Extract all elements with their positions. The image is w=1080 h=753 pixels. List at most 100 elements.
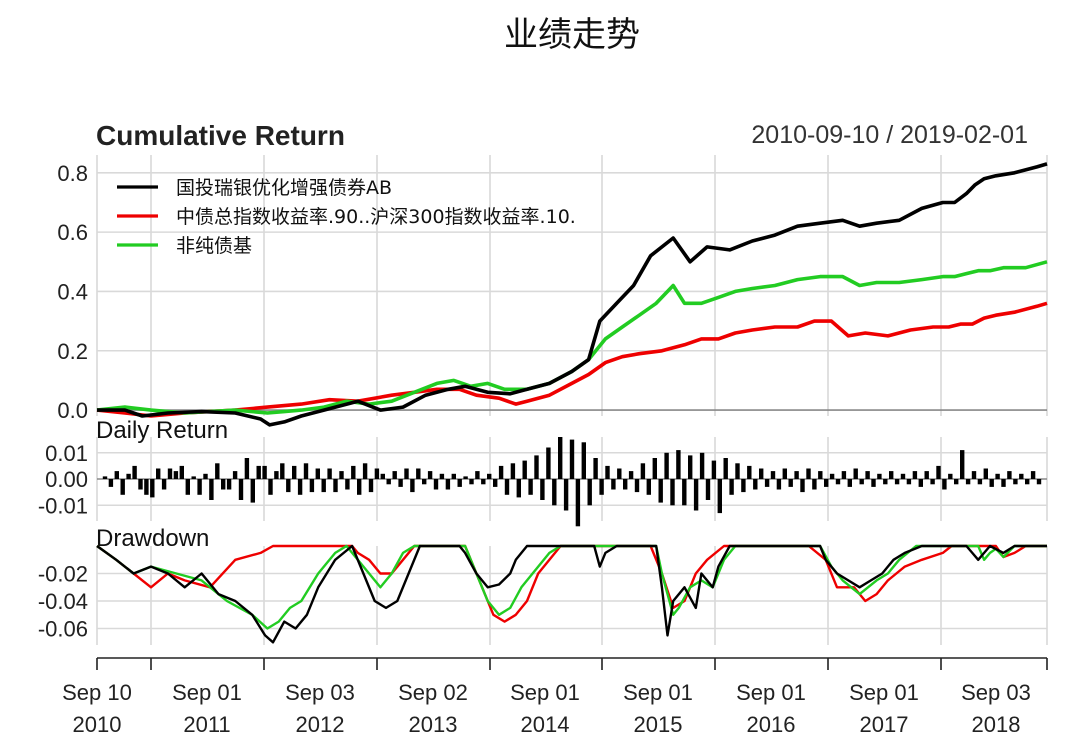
- daily-return-bar: [617, 468, 622, 479]
- x-tick-label: Sep 03: [961, 680, 1031, 705]
- daily-return-bar: [522, 460, 527, 479]
- y-tick-label: -0.04: [38, 589, 88, 614]
- daily-return-bar: [221, 479, 226, 490]
- daily-return-bar: [859, 479, 864, 485]
- daily-return-bar: [776, 479, 782, 490]
- daily-return-bar: [623, 479, 628, 490]
- drawdown-series-line: [96, 544, 1047, 644]
- x-tick-label-year: 2010: [73, 712, 122, 737]
- daily-return-bar: [445, 479, 451, 490]
- daily-return-bar: [877, 473, 882, 480]
- drawdown-panel-title: Drawdown: [96, 525, 209, 552]
- daily-return-bar: [759, 468, 764, 479]
- cumulative-series-line: [97, 162, 1048, 427]
- date-range-label: 2010-09-10 / 2019-02-01: [751, 121, 1028, 149]
- daily-return-bar: [463, 476, 468, 479]
- daily-return-bar: [132, 465, 137, 479]
- daily-return-bar: [215, 463, 220, 480]
- daily-return-bar: [528, 479, 533, 495]
- daily-return-bar: [422, 479, 427, 485]
- legend-label: 国投瑞银优化增强债券AB: [176, 177, 392, 199]
- daily-return-bar: [912, 471, 918, 479]
- daily-return-bar: [167, 468, 173, 479]
- daily-return-bar: [534, 455, 539, 479]
- daily-return-bar: [989, 479, 994, 487]
- cumulative-series-line: [96, 301, 1048, 418]
- daily-return-bar: [481, 479, 486, 485]
- daily-return-bar: [256, 465, 261, 479]
- daily-return-bar: [865, 471, 870, 479]
- daily-return-bar: [977, 479, 983, 485]
- daily-return-bar: [640, 463, 646, 480]
- daily-return-bar: [439, 473, 445, 480]
- daily-return-bar: [292, 465, 297, 479]
- daily-return-bar: [516, 479, 521, 498]
- daily-return-bar: [226, 479, 232, 490]
- daily-return-bar: [144, 479, 149, 495]
- daily-return-bar: [948, 473, 953, 480]
- daily-return-bar: [546, 447, 551, 479]
- daily-return-bar: [835, 479, 841, 485]
- daily-return-bar: [658, 479, 663, 503]
- daily-return-bar: [268, 479, 273, 495]
- x-tick-label-year: 2015: [634, 712, 683, 737]
- daily-return-bar: [764, 479, 770, 487]
- daily-return-bar: [197, 479, 202, 495]
- daily-return-bar: [818, 471, 823, 479]
- daily-return-bar: [558, 437, 563, 479]
- daily-return-bar: [232, 471, 238, 479]
- daily-return-bar: [510, 463, 516, 480]
- y-tick-label: 0.00: [45, 467, 88, 492]
- daily-return-bar: [628, 471, 634, 479]
- x-tick-label-year: 2017: [860, 712, 909, 737]
- daily-return-bar: [841, 471, 847, 479]
- daily-return-bar: [924, 471, 929, 479]
- daily-return-bar: [693, 479, 699, 511]
- daily-return-bar: [605, 465, 610, 479]
- daily-return-bar: [374, 468, 380, 479]
- daily-return-bar: [120, 479, 125, 495]
- x-tick-label: Sep 01: [736, 680, 806, 705]
- daily-return-bar: [138, 479, 143, 490]
- daily-return-bar: [380, 473, 385, 480]
- daily-return-bar: [794, 471, 799, 479]
- drawdown-series-line: [96, 544, 1047, 630]
- y-tick-label: -0.06: [38, 617, 88, 642]
- y-tick-label: 0.01: [45, 441, 88, 466]
- daily-return-bar: [345, 479, 350, 490]
- x-tick-label-year: 2011: [183, 712, 230, 737]
- daily-return-bar: [983, 468, 988, 479]
- daily-return-bar: [114, 471, 119, 479]
- x-tick-label-year: 2012: [296, 712, 345, 737]
- daily-return-bar: [362, 463, 368, 480]
- daily-return-bar: [717, 479, 722, 514]
- daily-return-bar: [954, 479, 959, 485]
- daily-return-bar: [108, 479, 114, 487]
- x-tick-label: Sep 01: [849, 680, 919, 705]
- daily-return-bar: [995, 473, 1000, 480]
- daily-return-bar: [664, 452, 669, 480]
- daily-return-bar: [315, 468, 320, 479]
- daily-return-bar: [611, 479, 616, 490]
- daily-return-bar: [965, 479, 971, 485]
- daily-return-bar: [433, 479, 439, 490]
- daily-return-bar: [286, 479, 291, 493]
- daily-return-bar: [587, 479, 592, 506]
- daily-return-bar: [1036, 479, 1042, 485]
- daily-return-bar: [829, 473, 835, 480]
- daily-return-bar: [824, 479, 829, 487]
- daily-return-bar: [800, 479, 805, 493]
- y-tick-label: 0.4: [57, 279, 88, 304]
- daily-return-bar: [894, 479, 900, 485]
- daily-return-bar: [303, 463, 309, 480]
- daily-return-bar: [599, 479, 604, 495]
- daily-return-bar: [250, 479, 255, 503]
- daily-return-bar: [333, 479, 338, 493]
- daily-return-bar: [410, 479, 415, 493]
- daily-return-bar: [770, 471, 776, 479]
- axes-layer: 0.0 0.2 0.4 0.6 0.8 0.010.00-0.01 -0.02-0.04 -0…: [38, 161, 1048, 737]
- daily-return-bar: [741, 479, 746, 493]
- daily-return-bar: [936, 465, 941, 479]
